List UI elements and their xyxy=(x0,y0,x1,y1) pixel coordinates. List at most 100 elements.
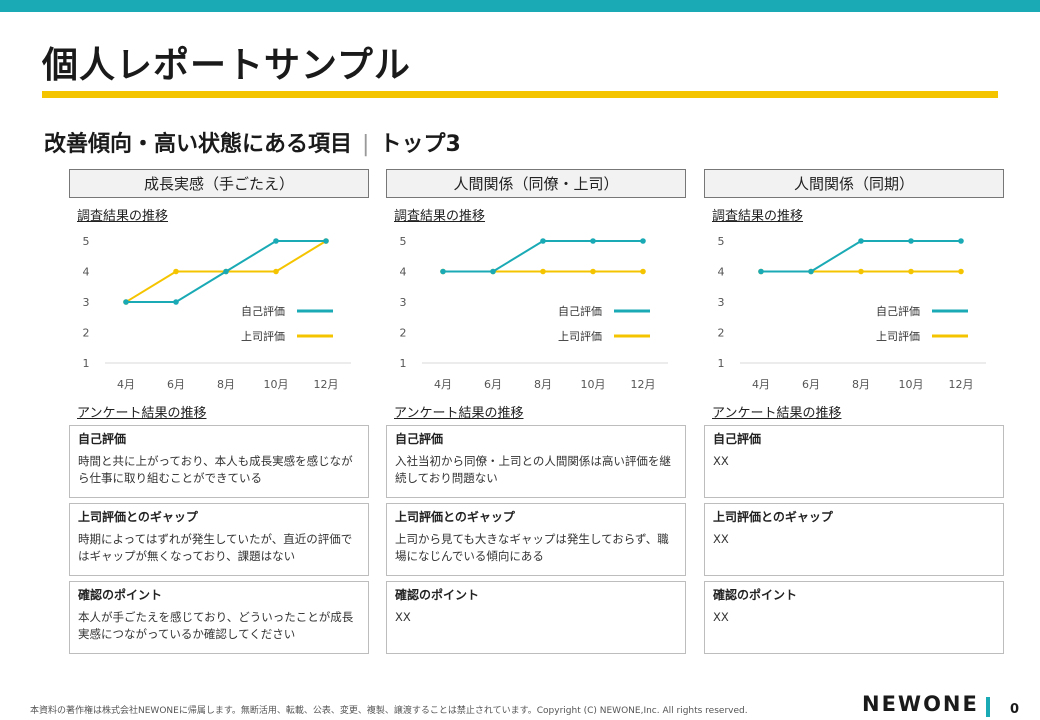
logo-divider xyxy=(986,697,990,717)
data-point-self xyxy=(323,238,329,244)
self-eval-box: 自己評価 時間と共に上がっており、本人も成長実感を感じながら仕事に取り組むことが… xyxy=(69,425,369,498)
data-point-self xyxy=(123,299,129,305)
subtitle-separator: | xyxy=(362,132,370,157)
survey-section-label: アンケート結果の推移 xyxy=(394,406,524,421)
y-tick-label: 2 xyxy=(718,327,725,340)
y-tick-label: 4 xyxy=(718,266,725,279)
data-point-self xyxy=(958,238,964,244)
x-tick-label: 4月 xyxy=(752,378,770,391)
y-tick-label: 1 xyxy=(400,357,407,370)
data-point-self xyxy=(273,238,279,244)
item-column-2: 人間関係（同僚・上司） 調査結果の推移 1 2 3 4 5 4月 6月 8月 10月 12月 自己評… xyxy=(386,169,686,654)
y-tick-label: 4 xyxy=(400,266,407,279)
y-tick-label: 2 xyxy=(83,327,90,340)
data-point-self xyxy=(223,268,229,275)
x-tick-label: 8月 xyxy=(852,378,870,391)
y-tick-label: 2 xyxy=(400,327,407,340)
x-tick-label: 10月 xyxy=(899,378,924,391)
top-accent-bar xyxy=(0,0,1040,12)
data-point-self xyxy=(858,238,864,244)
x-tick-label: 4月 xyxy=(117,378,135,391)
box-title: 自己評価 xyxy=(713,432,762,446)
check-point-box: 確認のポイント XX xyxy=(386,581,686,654)
box-title: 自己評価 xyxy=(395,432,444,446)
self-eval-box: 自己評価 入社当初から同僚・上司との人間関係は高い評価を継続しており問題ない xyxy=(386,425,686,498)
data-point-boss xyxy=(858,268,864,275)
column-header: 人間関係（同期） xyxy=(704,169,1004,198)
data-point-boss xyxy=(590,268,596,275)
y-tick-label: 5 xyxy=(718,235,725,248)
self-eval-box: 自己評価 XX xyxy=(704,425,1004,498)
subtitle-main: 改善傾向・高い状態にある項目 xyxy=(44,132,353,157)
y-tick-label: 3 xyxy=(400,296,407,309)
x-tick-label: 10月 xyxy=(264,378,289,391)
series-line-self xyxy=(761,240,961,273)
gap-box: 上司評価とのギャップ XX xyxy=(704,503,1004,576)
x-tick-label: 12月 xyxy=(314,378,339,391)
copyright-notice: 本資料の著作権は株式会社NEWONEに帰属します。無断活用、転載、公表、変更、複… xyxy=(30,706,748,716)
x-tick-label: 10月 xyxy=(581,378,606,391)
data-point-boss xyxy=(640,268,646,275)
box-title: 上司評価とのギャップ xyxy=(395,510,515,524)
page-number: 0 xyxy=(1010,702,1020,717)
data-point-self xyxy=(908,238,914,244)
survey-section-label: アンケート結果の推移 xyxy=(77,406,207,421)
box-body: 時間と共に上がっており、本人も成長実感を感じながら仕事に取り組むことができている xyxy=(78,454,353,485)
x-tick-label: 8月 xyxy=(217,378,235,391)
data-point-self xyxy=(490,268,496,275)
y-tick-label: 3 xyxy=(718,296,725,309)
subtitle-rank: トップ3 xyxy=(379,132,461,157)
data-point-self xyxy=(590,238,596,244)
section-subtitle: 改善傾向・高い状態にある項目 | トップ3 xyxy=(44,126,461,158)
check-point-box: 確認のポイント 本人が手ごたえを感じており、どういったことが成長実感につながって… xyxy=(69,581,369,654)
legend-label: 自己評価 xyxy=(241,304,285,318)
x-tick-label: 8月 xyxy=(534,378,552,391)
x-tick-label: 4月 xyxy=(434,378,452,391)
box-body: 入社当初から同僚・上司との人間関係は高い評価を継続しており問題ない xyxy=(395,454,671,485)
x-tick-label: 6月 xyxy=(167,378,185,391)
data-point-self xyxy=(640,238,646,244)
page-title: 個人レポートサンプル xyxy=(42,45,411,86)
company-logo: NEWONE xyxy=(862,692,979,716)
data-point-self xyxy=(173,299,179,305)
box-title: 上司評価とのギャップ xyxy=(78,510,198,524)
y-tick-label: 3 xyxy=(83,296,90,309)
x-tick-label: 12月 xyxy=(949,378,974,391)
survey-section-label: アンケート結果の推移 xyxy=(712,406,842,421)
data-point-boss xyxy=(173,268,179,275)
y-tick-label: 1 xyxy=(718,357,725,370)
x-tick-label: 12月 xyxy=(631,378,656,391)
data-point-self xyxy=(758,268,764,275)
data-point-boss xyxy=(540,268,546,275)
y-tick-label: 5 xyxy=(83,235,90,248)
data-point-boss xyxy=(908,268,914,275)
y-tick-label: 1 xyxy=(83,357,90,370)
x-tick-label: 6月 xyxy=(802,378,820,391)
legend-label: 上司評価 xyxy=(241,329,285,343)
box-body: 時期によってはずれが発生していたが、直近の評価ではギャップが無くなっており、課題… xyxy=(78,532,353,563)
box-title: 自己評価 xyxy=(78,432,127,446)
box-body: XX xyxy=(713,532,729,546)
chart-section-label: 調査結果の推移 xyxy=(712,209,804,224)
gap-box: 上司評価とのギャップ 時期によってはずれが発生していたが、直近の評価ではギャップ… xyxy=(69,503,369,576)
item-column-3: 人間関係（同期） 調査結果の推移 1 2 3 4 5 4月 6月 8月 10月 12月自己評価上司… xyxy=(704,169,1004,654)
column-header: 成長実感（手ごたえ） xyxy=(69,169,369,198)
box-body: 上司から見ても大きなギャップは発生しておらず、職場になじんでいる傾向にある xyxy=(395,532,669,563)
data-point-self xyxy=(808,268,814,275)
data-point-boss xyxy=(273,268,279,275)
legend-label: 上司評価 xyxy=(558,329,602,343)
box-body: XX xyxy=(713,610,729,624)
box-title: 確認のポイント xyxy=(395,588,480,602)
x-tick-label: 6月 xyxy=(484,378,502,391)
series-line-self xyxy=(443,240,643,273)
box-title: 確認のポイント xyxy=(713,588,798,602)
y-tick-label: 5 xyxy=(400,235,407,248)
gap-box: 上司評価とのギャップ 上司から見ても大きなギャップは発生しておらず、職場になじん… xyxy=(386,503,686,576)
chart-section-label: 調査結果の推移 xyxy=(394,209,486,224)
box-title: 確認のポイント xyxy=(78,588,163,602)
box-body: XX xyxy=(395,610,411,624)
chart-section-label: 調査結果の推移 xyxy=(77,209,169,224)
